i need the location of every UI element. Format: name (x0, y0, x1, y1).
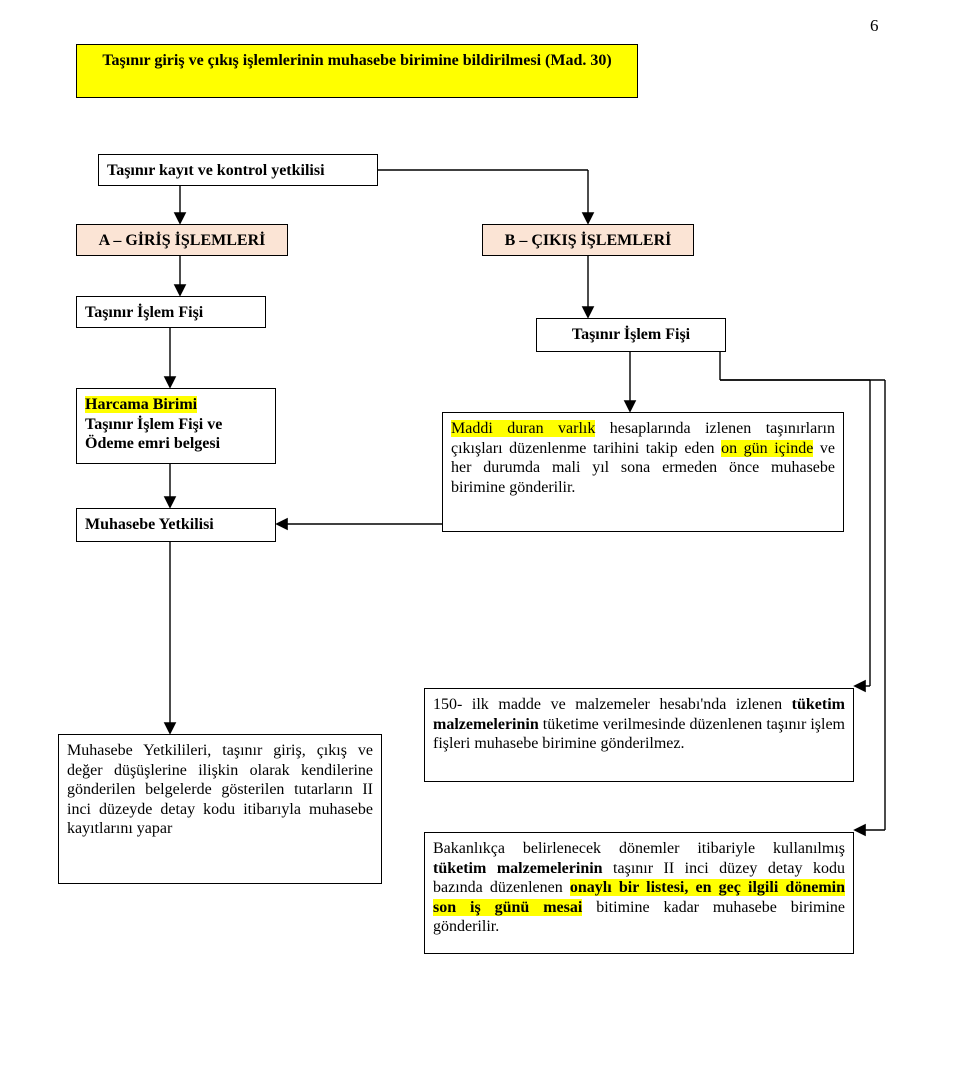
islem-fisi-left-text: Taşınır İşlem Fişi (85, 304, 203, 321)
b-ops-text: B – ÇIKIŞ İŞLEMLERİ (505, 232, 672, 249)
maddi-pre: Maddi duran varlık (451, 420, 595, 437)
islem-fisi-right-text: Taşınır İşlem Fişi (572, 326, 690, 343)
title-box: Taşınır giriş ve çıkış işlemlerinin muha… (76, 44, 638, 98)
a-ops-text: A – GİRİŞ İŞLEMLERİ (99, 232, 266, 249)
maddi-hl: on gün içinde (721, 440, 813, 457)
harcama-line1: Harcama Birimi (85, 396, 197, 413)
bakanlik-bold: tüketim malzemelerinin (433, 860, 603, 877)
bakanlik-pre: Bakanlıkça belirlenecek dönemler itibari… (433, 840, 845, 857)
islem-fisi-left-box: Taşınır İşlem Fişi (76, 296, 266, 328)
muhasebe-yetkilisi-text: Muhasebe Yetkilisi (85, 516, 214, 533)
b-ops-box: B – ÇIKIŞ İŞLEMLERİ (482, 224, 694, 256)
muhasebe-yetkilisi-box: Muhasebe Yetkilisi (76, 508, 276, 542)
harcama-line3: Ödeme emri belgesi (85, 435, 220, 452)
muhasebe-yetkilileri-text: Muhasebe Yetkilileri, taşınır giriş, çık… (67, 742, 373, 837)
page-number: 6 (870, 16, 879, 36)
harcama-line2: Taşınır İşlem Fişi ve (85, 416, 222, 433)
bakanlik-box: Bakanlıkça belirlenecek dönemler itibari… (424, 832, 854, 954)
a-ops-box: A – GİRİŞ İŞLEMLERİ (76, 224, 288, 256)
muhasebe-yetkilileri-box: Muhasebe Yetkilileri, taşınır giriş, çık… (58, 734, 382, 884)
title-text: Taşınır giriş ve çıkış işlemlerinin muha… (102, 52, 611, 69)
authority-text: Taşınır kayıt ve kontrol yetkilisi (107, 162, 325, 179)
maddi-box: Maddi duran varlık hesaplarında izlenen … (442, 412, 844, 532)
authority-box: Taşınır kayıt ve kontrol yetkilisi (98, 154, 378, 186)
ilk150-pre: 150- ilk madde ve malzemeler hesabı'nda … (433, 696, 792, 713)
islem-fisi-right-box: Taşınır İşlem Fişi (536, 318, 726, 352)
ilk150-box: 150- ilk madde ve malzemeler hesabı'nda … (424, 688, 854, 782)
harcama-box: Harcama Birimi Taşınır İşlem Fişi ve Öde… (76, 388, 276, 464)
